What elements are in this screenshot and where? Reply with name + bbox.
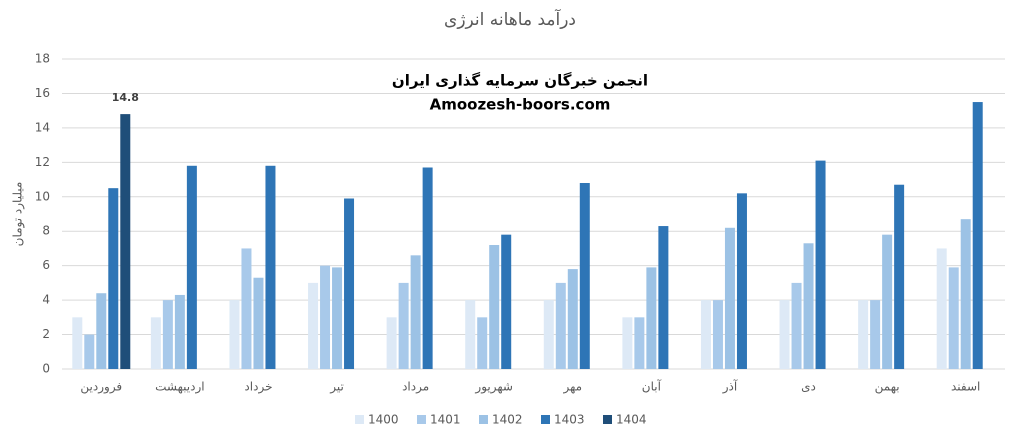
x-tick-label: فروردین (80, 380, 122, 395)
y-tick-label: 4 (42, 293, 50, 307)
bar (882, 234, 893, 369)
legend-label: 1404 (616, 413, 647, 427)
bar (320, 265, 331, 369)
bar (803, 243, 814, 369)
y-tick-label: 2 (42, 327, 50, 341)
y-tick-label: 6 (42, 258, 50, 272)
bar (960, 219, 971, 369)
bar (779, 300, 790, 369)
x-tick-label: اردیبهشت (155, 380, 204, 395)
bar (489, 245, 500, 369)
bar (936, 248, 947, 369)
bar (465, 300, 476, 369)
x-tick-label: خرداد (244, 380, 272, 395)
legend-label: 1402 (492, 413, 523, 427)
legend-swatch (541, 415, 550, 424)
y-tick-label: 14 (35, 120, 50, 134)
bar (174, 294, 185, 369)
legend-swatch (603, 415, 612, 424)
bar (398, 282, 409, 369)
bar (634, 317, 645, 369)
y-tick-label: 18 (35, 52, 50, 66)
x-tick-label: تیر (329, 380, 344, 395)
bar (658, 226, 669, 369)
legend-swatch (417, 415, 426, 424)
bar (108, 188, 119, 369)
bar (186, 165, 197, 369)
bar (700, 300, 711, 369)
bar (791, 282, 802, 369)
legend-swatch (479, 415, 488, 424)
bar (241, 248, 252, 369)
x-tick-label: آبان (642, 379, 662, 394)
bar (567, 269, 578, 369)
y-tick-label: 10 (35, 189, 50, 203)
bar (332, 267, 343, 369)
bar (162, 300, 173, 369)
bar (858, 300, 869, 369)
x-tick-label: مرداد (402, 380, 429, 395)
bar (543, 300, 554, 369)
bar (410, 255, 421, 369)
x-tick-label: آذر (722, 379, 738, 395)
bar (72, 317, 83, 369)
bar (229, 300, 240, 369)
annotation: Amoozesh-boors.com (430, 96, 611, 114)
y-tick-label: 0 (42, 362, 50, 376)
bar (712, 300, 723, 369)
bar (622, 317, 633, 369)
legend-label: 1400 (368, 413, 399, 427)
bar (870, 300, 881, 369)
bar (815, 160, 826, 369)
x-tick-label: اسفند (951, 380, 980, 394)
x-tick-label: بهمن (875, 380, 900, 395)
bar (646, 267, 657, 369)
bar (477, 317, 488, 369)
bar (724, 227, 735, 369)
y-tick-label: 16 (35, 86, 50, 100)
y-tick-label: 8 (42, 224, 50, 238)
bar (120, 114, 131, 369)
bar (253, 277, 264, 369)
bar (344, 198, 355, 369)
y-axis-label: میلیارد تومان (11, 182, 26, 247)
legend-label: 1401 (430, 413, 461, 427)
bar (150, 317, 161, 369)
legend-swatch (355, 415, 364, 424)
x-tick-label: شهریور (474, 380, 513, 395)
bar (736, 193, 747, 369)
bar (972, 102, 983, 370)
bar (422, 167, 433, 369)
chart-title: درآمد ماهانه انرژی (444, 8, 576, 30)
y-tick-label: 12 (35, 155, 50, 169)
bar (579, 183, 590, 369)
bar (96, 293, 107, 369)
bar (265, 165, 276, 369)
bar (501, 234, 512, 369)
bar (894, 184, 905, 369)
data-label: 14.8 (112, 91, 139, 104)
bar (948, 267, 959, 369)
x-tick-label: دی (801, 380, 816, 394)
bar (308, 282, 319, 369)
bar (84, 334, 95, 369)
x-tick-label: مهر (562, 380, 582, 395)
legend-label: 1403 (554, 413, 585, 427)
annotation: انجمن خبرگان سرمایه گذاری ایران (392, 72, 648, 90)
bar (555, 282, 566, 369)
bar (386, 317, 397, 369)
